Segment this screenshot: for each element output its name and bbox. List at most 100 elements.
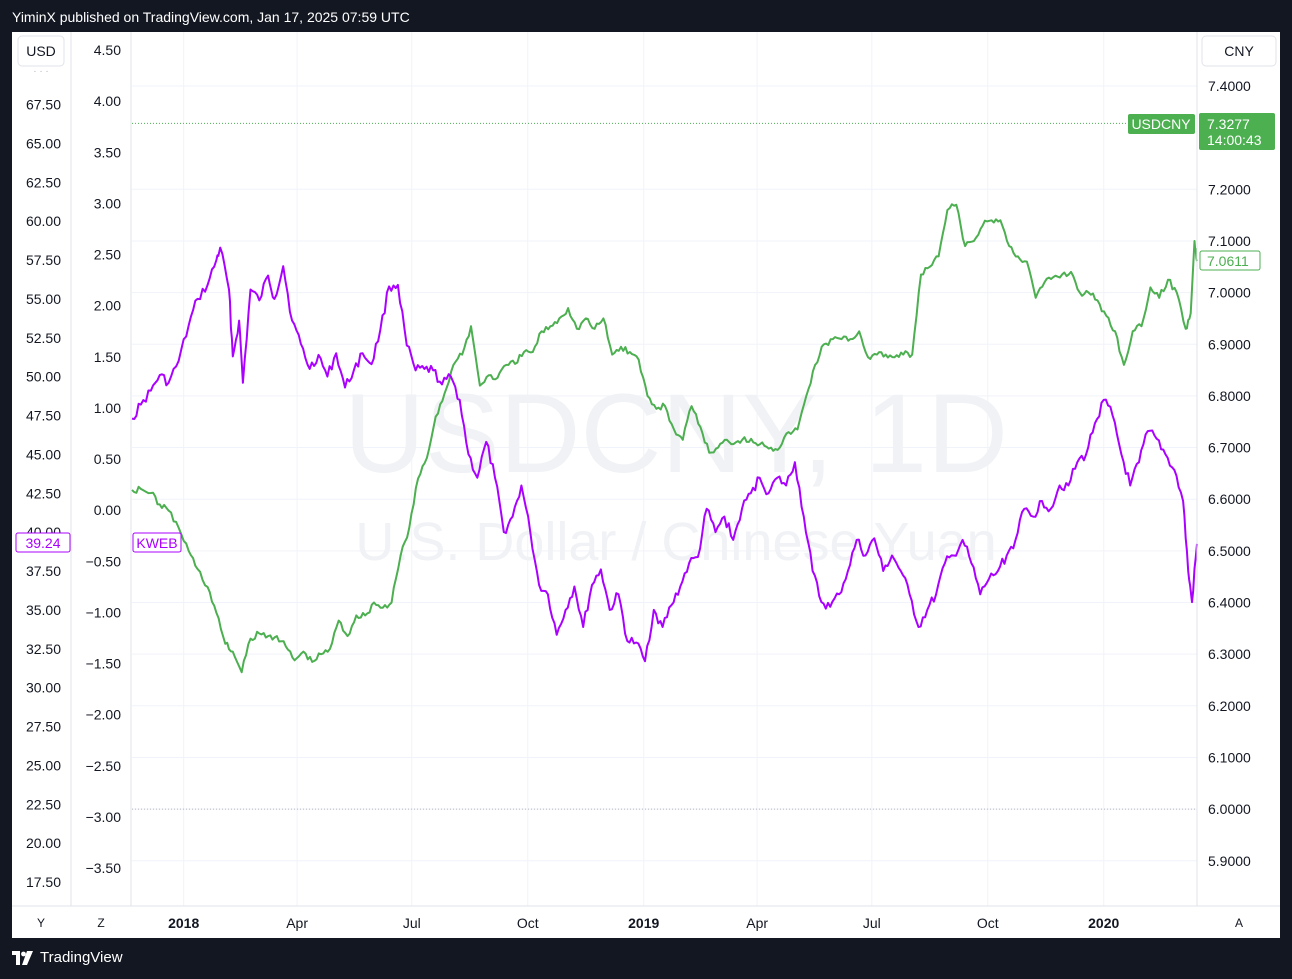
log-scale-button[interactable]: Y xyxy=(28,912,54,932)
cny-tick-label: 7.0000 xyxy=(1208,285,1251,301)
reference-lines xyxy=(132,122,1197,810)
watermark: USDCNY, 1D U.S. Dollar / Chinese Yuan xyxy=(344,371,1008,572)
time-tick-label: Jul xyxy=(863,915,881,931)
cny-tick-label: 6.8000 xyxy=(1208,388,1251,404)
usdcny-symbol-text: USDCNY xyxy=(1131,116,1191,132)
percent-tick-label: 1.50 xyxy=(94,349,121,365)
percent-tick-label: 1.00 xyxy=(94,400,121,416)
cny-tick-label: 6.6000 xyxy=(1208,491,1251,507)
publish-header: YiminX published on TradingView.com, Jan… xyxy=(0,0,1292,32)
percent-tick-label: 3.50 xyxy=(94,144,121,160)
usd-tick-label: 35.00 xyxy=(26,602,61,618)
grid xyxy=(132,32,1197,906)
usd-tick-label: 50.00 xyxy=(26,369,61,385)
percent-tick-label: −1.50 xyxy=(86,656,122,672)
usd-tick-label: 37.50 xyxy=(26,563,61,579)
footer: TradingView xyxy=(0,938,1292,979)
kweb-last-price-badge: 39.24 xyxy=(15,532,71,553)
cny-tick-label: 6.3000 xyxy=(1208,646,1251,662)
percent-tick-label: −1.00 xyxy=(86,604,122,620)
usd-tick-label: 25.00 xyxy=(26,757,61,773)
usdcny-symbol-badge: USDCNY xyxy=(1128,114,1195,134)
usd-tick-label: 47.50 xyxy=(26,408,61,424)
cny-tick-label: 6.1000 xyxy=(1208,749,1251,765)
percent-tick-label: −2.50 xyxy=(86,758,122,774)
time-axis[interactable]: 2018 Apr Jul Oct 2019 Apr Jul Oct 2020 xyxy=(168,915,1119,931)
time-tick-label: 2020 xyxy=(1088,915,1119,931)
cny-tick-label: 6.0000 xyxy=(1208,801,1251,817)
left-price-axis-percent[interactable]: 4.50 4.00 3.50 3.00 2.50 2.00 1.50 1.00 0.50 0.00… xyxy=(86,42,122,876)
auto-scale-label: A xyxy=(1235,916,1243,930)
publish-info: YiminX published on TradingView.com, Jan… xyxy=(12,9,410,25)
usd-tick-label: 55.00 xyxy=(26,291,61,307)
cny-tick-label: 7.1000 xyxy=(1208,233,1251,249)
time-tick-label: 2018 xyxy=(168,915,199,931)
time-tick-label: Apr xyxy=(286,915,308,931)
cny-tick-label: 7.2000 xyxy=(1208,181,1251,197)
percent-tick-label: 0.50 xyxy=(94,451,121,467)
zoom-reset-button[interactable]: Z xyxy=(88,912,114,932)
usdcny-last-price-badge: 7.0611 xyxy=(1199,250,1261,271)
percent-tick-label: −3.50 xyxy=(86,860,122,876)
usd-tick-label: 27.50 xyxy=(26,719,61,735)
chart-frame: USDCNY, 1D U.S. Dollar / Chinese Yuan 67… xyxy=(12,32,1280,938)
zoom-reset-label: Z xyxy=(97,916,104,930)
usd-tick-label: 65.00 xyxy=(26,135,61,151)
percent-tick-label: −3.00 xyxy=(86,809,122,825)
kweb-symbol-text: KWEB xyxy=(136,535,177,551)
log-scale-label: Y xyxy=(37,916,45,930)
percent-tick-label: 0.00 xyxy=(94,502,121,518)
percent-tick-label: 2.50 xyxy=(94,247,121,263)
usd-tick-label: 62.50 xyxy=(26,174,61,190)
time-tick-label: Apr xyxy=(746,915,768,931)
usdcny-live-price: 7.3277 xyxy=(1207,116,1250,132)
usd-tick-label: 60.00 xyxy=(26,213,61,229)
usd-tick-label: 17.50 xyxy=(26,874,61,890)
usd-tick-label: 57.50 xyxy=(26,252,61,268)
kweb-symbol-badge: KWEB xyxy=(132,532,182,553)
kweb-series-line[interactable] xyxy=(131,246,1198,663)
cny-currency-label: CNY xyxy=(1224,43,1254,59)
chart-canvas[interactable]: USDCNY, 1D U.S. Dollar / Chinese Yuan 67… xyxy=(12,32,1280,938)
percent-tick-label: 2.00 xyxy=(94,298,121,314)
cny-tick-label: 6.2000 xyxy=(1208,698,1251,714)
usd-tick-label: 22.50 xyxy=(26,796,61,812)
time-tick-label: Oct xyxy=(977,915,999,931)
kweb-last-price: 39.24 xyxy=(25,535,60,551)
usdcny-last-price: 7.0611 xyxy=(1207,253,1249,269)
usdcny-series-line[interactable] xyxy=(131,203,1198,674)
usd-tick-label: 20.00 xyxy=(26,835,61,851)
usd-tick-label: 67.50 xyxy=(26,97,61,113)
left-price-axis-usd[interactable]: 67.50 65.00 62.50 60.00 57.50 55.00 52.50 50.00… xyxy=(26,97,61,891)
time-tick-label: 2019 xyxy=(628,915,659,931)
usd-tick-label: 45.00 xyxy=(26,446,61,462)
usd-tick-label: 30.00 xyxy=(26,680,61,696)
usd-currency-button[interactable]: USD xyxy=(17,35,65,67)
tradingview-logo-icon xyxy=(12,950,33,965)
tradingview-brand-text: TradingView xyxy=(40,949,123,966)
watermark-description: U.S. Dollar / Chinese Yuan xyxy=(355,512,996,572)
percent-tick-label: −2.00 xyxy=(86,707,122,723)
cny-currency-button[interactable]: CNY xyxy=(1201,35,1277,67)
usd-tick-label: 32.50 xyxy=(26,641,61,657)
percent-tick-label: 4.50 xyxy=(94,42,121,58)
percent-tick-label: 4.00 xyxy=(94,93,121,109)
time-tick-label: Jul xyxy=(403,915,421,931)
usdcny-live-price-badge: 7.3277 14:00:43 xyxy=(1199,113,1275,150)
time-tick-label: Oct xyxy=(517,915,539,931)
usd-currency-label: USD xyxy=(26,43,56,59)
cny-tick-label: 7.4000 xyxy=(1208,78,1251,94)
percent-tick-label: −0.50 xyxy=(86,553,122,569)
cny-tick-label: 6.9000 xyxy=(1208,336,1251,352)
percent-tick-label: 3.00 xyxy=(94,195,121,211)
tradingview-brand[interactable]: TradingView xyxy=(12,949,123,966)
cny-tick-label: 6.5000 xyxy=(1208,543,1251,559)
right-price-axis-cny[interactable]: 7.4000 7.2000 7.1000 7.0000 6.9000 6.8000 6.70… xyxy=(1208,78,1251,869)
usd-tick-label: 42.50 xyxy=(26,485,61,501)
auto-scale-button[interactable]: A xyxy=(1226,912,1252,932)
cny-tick-label: 6.7000 xyxy=(1208,440,1251,456)
usdcny-countdown: 14:00:43 xyxy=(1207,132,1262,148)
usd-tick-label: 52.50 xyxy=(26,330,61,346)
cny-tick-label: 6.4000 xyxy=(1208,595,1251,611)
usd-axis-more-dots: · · · xyxy=(33,66,49,77)
